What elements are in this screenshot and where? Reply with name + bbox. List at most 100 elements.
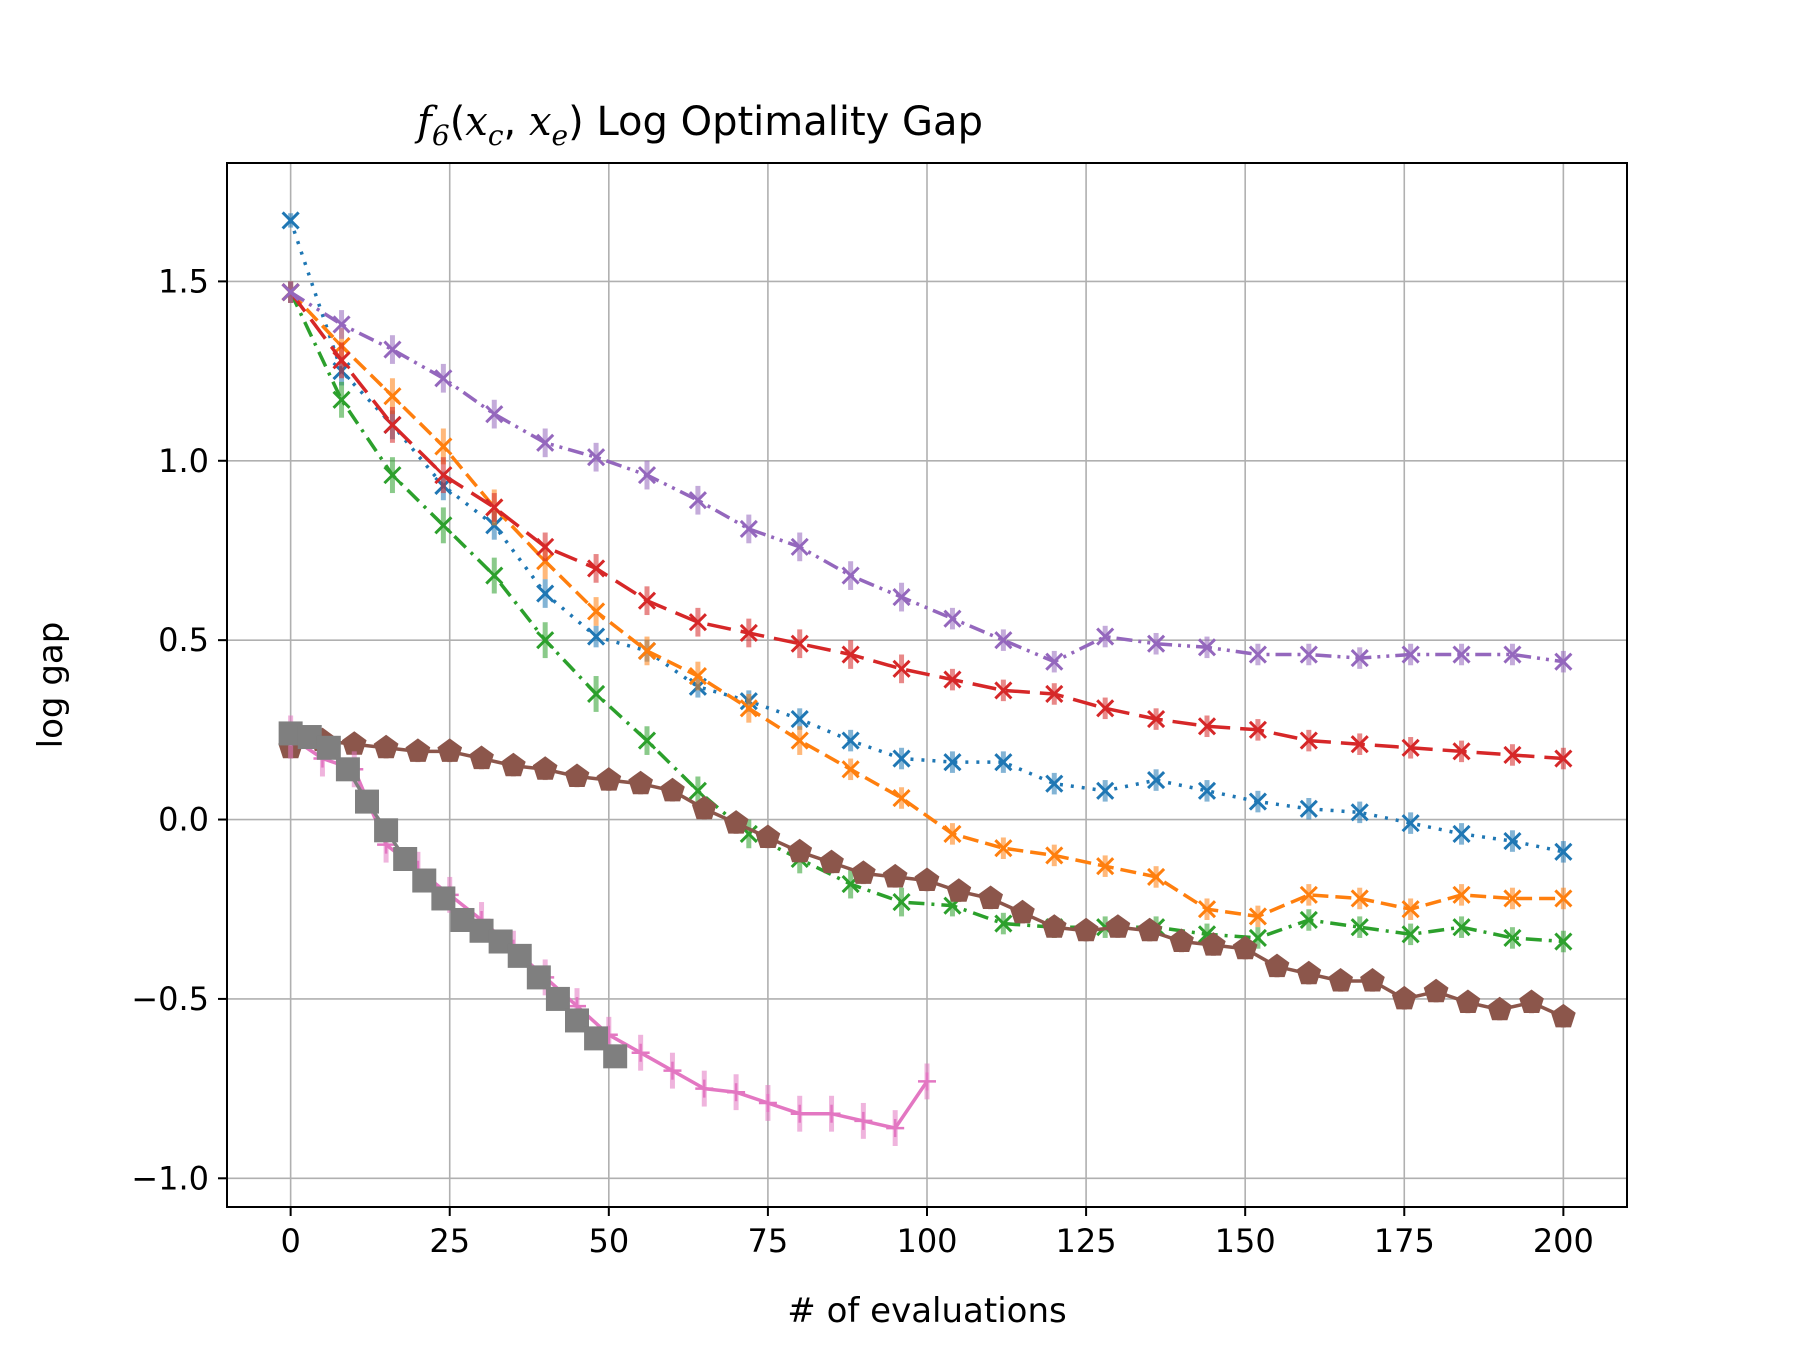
data-point-marker <box>332 390 351 409</box>
marker-stroke <box>994 631 1013 650</box>
data-point-marker <box>1197 638 1217 657</box>
marker-stroke <box>1503 889 1522 908</box>
data-point-marker <box>637 641 657 660</box>
marker-stroke <box>536 631 555 650</box>
data-point-marker <box>790 634 809 653</box>
data-point-marker <box>739 623 758 643</box>
marker-stroke <box>943 609 962 628</box>
data-point-marker <box>1169 928 1194 952</box>
marker-stroke <box>1554 749 1573 768</box>
marker-shape <box>373 734 399 759</box>
data-point-marker <box>393 847 418 871</box>
data-point-marker <box>434 466 453 485</box>
data-point-marker <box>758 1093 777 1112</box>
marker-stroke <box>1045 684 1064 704</box>
data-point-marker <box>1350 803 1369 822</box>
marker-stroke <box>637 466 657 485</box>
data-point-marker <box>1487 996 1513 1021</box>
data-point-marker <box>1350 735 1369 754</box>
marker-stroke <box>1299 885 1318 904</box>
marker-shape <box>819 849 844 874</box>
data-point-marker <box>663 1061 682 1080</box>
data-point-marker <box>851 860 876 884</box>
x-tick-label: 125 <box>1056 1222 1117 1260</box>
marker-stroke <box>688 781 707 800</box>
data-point-marker <box>1503 928 1522 947</box>
marker-stroke <box>892 588 911 607</box>
series-2 <box>281 281 1573 953</box>
data-point-marker <box>841 731 860 750</box>
marker-stroke <box>790 710 809 729</box>
marker-stroke <box>587 448 606 467</box>
data-point-marker <box>1299 885 1318 904</box>
data-point-marker <box>637 591 657 610</box>
data-point-marker <box>587 559 606 578</box>
data-point-marker <box>994 914 1013 933</box>
marker-shape <box>316 735 341 760</box>
data-point-marker <box>1010 899 1035 924</box>
title-arg1: x <box>465 99 488 145</box>
data-point-marker <box>1350 889 1369 908</box>
data-point-marker <box>1105 914 1131 938</box>
marker-shape <box>393 847 418 871</box>
data-point-marker <box>892 659 911 678</box>
marker-stroke <box>485 498 504 517</box>
data-point-marker <box>1201 932 1226 956</box>
data-point-marker <box>596 767 622 791</box>
marker-shape <box>335 757 360 782</box>
marker-stroke <box>1299 910 1318 930</box>
data-point-marker <box>688 666 707 686</box>
data-point-marker <box>1503 832 1522 851</box>
data-point-marker <box>1328 968 1353 992</box>
data-point-marker <box>628 770 653 795</box>
marker-stroke <box>1554 842 1573 861</box>
data-point-marker <box>1045 684 1064 704</box>
marker-shape <box>469 745 494 770</box>
data-point-marker <box>485 566 504 585</box>
data-point-marker <box>1554 749 1573 768</box>
data-point-marker <box>1073 917 1099 942</box>
data-point-marker <box>1350 918 1369 937</box>
data-point-marker <box>1452 885 1471 904</box>
marker-stroke <box>587 627 606 646</box>
marker-stroke <box>1554 889 1573 908</box>
data-point-marker <box>1248 907 1267 926</box>
data-point-marker <box>755 824 781 848</box>
marker-stroke <box>637 731 657 750</box>
marker-shape <box>1296 960 1322 985</box>
marker-stroke <box>892 659 911 678</box>
marker-stroke <box>1401 814 1420 833</box>
data-point-marker <box>1401 645 1420 664</box>
marker-shape <box>431 886 456 911</box>
data-point-marker <box>431 886 456 911</box>
marker-shape <box>437 738 463 762</box>
marker-stroke <box>434 516 453 535</box>
data-point-marker <box>790 731 809 750</box>
marker-stroke <box>281 211 300 230</box>
title-rest: Log Optimality Gap <box>584 99 983 145</box>
marker-shape <box>755 824 781 848</box>
data-point-marker <box>1045 774 1064 793</box>
data-point-marker <box>787 838 813 863</box>
data-point-marker <box>637 731 657 750</box>
data-point-marker <box>1045 846 1064 865</box>
marker-stroke <box>994 839 1013 858</box>
data-point-marker <box>316 735 341 760</box>
marker-stroke <box>1197 717 1217 736</box>
marker-shape <box>1232 935 1258 960</box>
data-point-marker <box>1147 867 1166 886</box>
marker-shape <box>1551 1003 1576 1028</box>
data-point-marker <box>536 537 555 556</box>
marker-stroke <box>943 824 962 843</box>
marker-shape <box>787 838 813 863</box>
marker-stroke <box>790 634 809 653</box>
data-point-marker <box>1045 652 1064 671</box>
data-point-marker <box>978 885 1003 909</box>
data-point-marker <box>1452 918 1471 937</box>
data-point-marker <box>545 986 570 1011</box>
marker-shape <box>1519 989 1544 1013</box>
marker-shape <box>1328 968 1353 992</box>
series-7 <box>278 721 628 1069</box>
data-point-marker <box>1299 645 1318 664</box>
marker-stroke <box>1452 918 1471 937</box>
